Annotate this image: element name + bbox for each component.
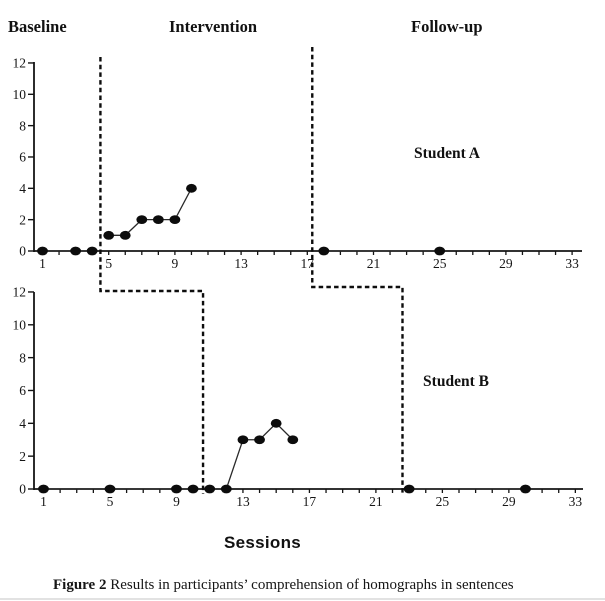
data-point	[152, 215, 164, 225]
x-tick-label: 33	[565, 256, 579, 271]
data-point	[220, 484, 232, 494]
x-tick-label: 21	[369, 494, 383, 509]
data-point	[254, 435, 265, 445]
series-line-intervention	[209, 422, 294, 490]
data-point	[37, 246, 48, 256]
data-point	[70, 246, 81, 256]
y-axis-ticks: 0 2 4 6 8 10 12	[13, 56, 34, 259]
x-tick-label: 5	[107, 494, 114, 509]
phase-change-dashed-line	[99, 57, 205, 494]
data-point	[103, 230, 115, 240]
y-tick-label: 6	[19, 150, 26, 165]
chart-student-a: 0 2 4 6 8 10 12 1 5 9 13 17 21 25 29 33 Student A	[13, 56, 582, 271]
x-tick-label: 1	[39, 256, 46, 271]
x-tick-label: 17	[303, 494, 317, 509]
y-tick-label: 0	[19, 244, 26, 259]
y-tick-label: 12	[13, 56, 27, 71]
x-tick-label: 33	[569, 494, 583, 509]
x-tick-label: 5	[105, 256, 112, 271]
data-point	[38, 484, 49, 494]
x-axis-title: Sessions	[224, 533, 302, 552]
x-tick-label: 13	[236, 494, 250, 509]
student-label: Student B	[423, 373, 489, 390]
phase-label-followup: Follow-up	[411, 17, 483, 36]
x-axis-ticks: 1 5 9 13 17 21 25 29 33	[39, 251, 579, 271]
data-point	[187, 484, 199, 494]
data-point	[104, 484, 116, 494]
y-tick-label: 10	[13, 87, 27, 102]
figure-caption: Figure 2 Results in participants’ compre…	[53, 576, 514, 595]
data-point	[287, 435, 299, 445]
y-tick-label: 6	[19, 383, 26, 398]
y-tick-label: 4	[19, 416, 26, 431]
data-point	[171, 484, 182, 494]
x-tick-label: 25	[436, 494, 450, 509]
page-bottom-rule	[0, 598, 605, 600]
x-tick-label: 9	[173, 494, 180, 509]
data-point	[403, 484, 415, 494]
x-tick-label: 21	[367, 256, 381, 271]
y-tick-label: 0	[19, 482, 26, 497]
student-label: Student A	[414, 145, 481, 162]
data-point	[434, 246, 446, 256]
figure-caption-number: Figure 2	[53, 577, 107, 593]
phase-label-baseline: Baseline	[8, 17, 67, 36]
data-point	[237, 435, 249, 445]
y-axis-ticks: 0 2 4 6 8 10 12	[13, 285, 34, 497]
data-point	[270, 418, 282, 428]
phase-change-dashed-line	[311, 47, 404, 494]
figure-caption-text: Results in participants’ comprehension o…	[106, 577, 514, 593]
data-point	[169, 215, 181, 225]
data-point	[119, 230, 131, 240]
x-tick-label: 17	[301, 256, 315, 271]
data-point	[204, 484, 216, 494]
y-tick-label: 2	[19, 449, 26, 464]
y-tick-label: 10	[13, 318, 27, 333]
data-point	[318, 246, 330, 256]
chart-student-b: 0 2 4 6 8 10 12 1 5 9 13 17 21 25 29 33 Student B	[13, 285, 583, 509]
x-tick-label: 13	[234, 256, 248, 271]
series-line-intervention	[108, 188, 193, 236]
data-point	[520, 484, 531, 494]
x-tick-label: 29	[499, 256, 513, 271]
x-tick-label: 25	[433, 256, 447, 271]
y-tick-label: 12	[13, 285, 27, 300]
data-point	[136, 215, 148, 225]
y-tick-label: 8	[19, 118, 26, 133]
y-tick-label: 4	[19, 181, 26, 196]
x-axis-ticks: 1 5 9 13 17 21 25 29 33	[40, 489, 582, 509]
x-tick-label: 1	[40, 494, 47, 509]
data-point	[86, 246, 98, 256]
x-tick-label: 9	[172, 256, 179, 271]
phase-label-intervention: Intervention	[169, 17, 257, 36]
y-tick-label: 2	[19, 212, 26, 227]
x-tick-label: 29	[502, 494, 516, 509]
data-point	[186, 183, 197, 193]
y-tick-label: 8	[19, 350, 26, 365]
